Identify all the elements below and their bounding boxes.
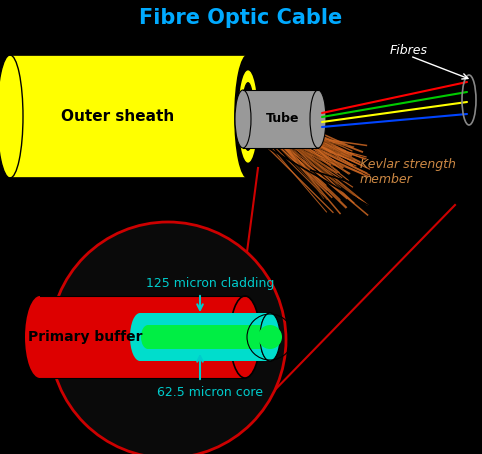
Ellipse shape bbox=[230, 296, 260, 378]
Ellipse shape bbox=[260, 313, 280, 361]
Text: Fibre Optic Cable: Fibre Optic Cable bbox=[139, 8, 343, 28]
Polygon shape bbox=[40, 296, 245, 378]
Text: Fibres: Fibres bbox=[390, 44, 428, 56]
Text: Outer sheath: Outer sheath bbox=[61, 109, 174, 124]
Text: Tube: Tube bbox=[266, 113, 299, 125]
Polygon shape bbox=[148, 325, 268, 349]
Ellipse shape bbox=[260, 313, 280, 361]
Polygon shape bbox=[10, 55, 248, 178]
Text: Primary buffer: Primary buffer bbox=[28, 330, 142, 344]
Ellipse shape bbox=[235, 55, 261, 178]
Ellipse shape bbox=[25, 296, 55, 378]
Ellipse shape bbox=[238, 70, 258, 163]
Polygon shape bbox=[140, 313, 270, 361]
Circle shape bbox=[50, 222, 286, 454]
Text: 62.5 micron core: 62.5 micron core bbox=[157, 386, 263, 400]
Circle shape bbox=[258, 325, 282, 349]
Text: Kevlar strength
member: Kevlar strength member bbox=[360, 158, 456, 186]
Ellipse shape bbox=[242, 83, 254, 150]
Text: 125 micron cladding: 125 micron cladding bbox=[146, 277, 274, 291]
Ellipse shape bbox=[0, 55, 23, 178]
Polygon shape bbox=[243, 90, 318, 148]
Ellipse shape bbox=[130, 313, 150, 361]
Ellipse shape bbox=[235, 90, 251, 148]
Ellipse shape bbox=[310, 90, 326, 148]
Ellipse shape bbox=[141, 325, 155, 349]
